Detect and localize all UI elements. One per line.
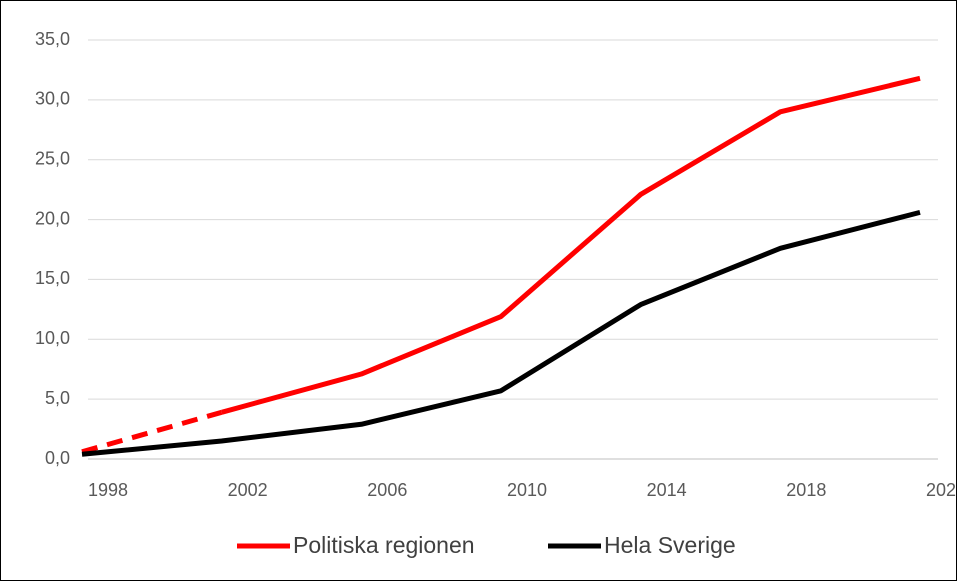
y-tick-label: 0,0 — [45, 448, 70, 468]
x-tick-label: 2022 — [926, 480, 957, 500]
y-tick-label: 25,0 — [35, 148, 70, 168]
legend-text: Politiska regionen — [293, 532, 475, 558]
y-tick-label: 30,0 — [35, 89, 70, 109]
x-tick-label: 2014 — [647, 480, 687, 500]
x-tick-label: 1998 — [88, 480, 128, 500]
legend-text: Hela Sverige — [604, 532, 736, 558]
line-series — [81, 209, 921, 457]
y-tick-label: 10,0 — [35, 328, 70, 348]
x-tick-label: 2010 — [507, 480, 547, 500]
x-tick-label: 2006 — [367, 480, 407, 500]
line-series — [221, 75, 921, 415]
y-tick-label: 35,0 — [35, 29, 70, 49]
y-tick-label: 15,0 — [35, 268, 70, 288]
x-tick-label: 2018 — [786, 480, 826, 500]
x-tick-label: 2002 — [228, 480, 268, 500]
y-tick-label: 20,0 — [35, 208, 70, 228]
y-tick-label: 5,0 — [45, 388, 70, 408]
